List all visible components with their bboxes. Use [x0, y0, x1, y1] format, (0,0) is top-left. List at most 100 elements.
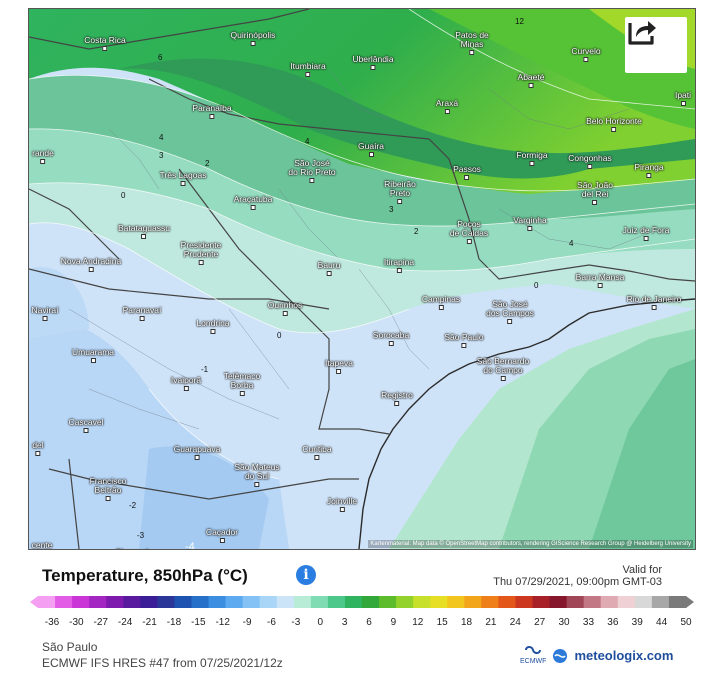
city-label: Belo Horizonte	[586, 117, 642, 132]
city-label: Guarapuava	[174, 445, 221, 460]
city-label: Passos	[453, 165, 481, 180]
scale-tick-label: 18	[460, 617, 473, 628]
scale-swatch	[566, 596, 585, 608]
isotherm-label: -2	[129, 501, 137, 510]
city-label: Londrina	[196, 319, 229, 334]
scale-swatch	[379, 596, 397, 608]
scale-tick-label: 21	[485, 617, 497, 628]
city-label: São Mateus do Sul	[234, 463, 279, 487]
city-label: Patos de Minas	[455, 31, 489, 55]
info-icon[interactable]: i	[296, 565, 316, 585]
scale-tick-label: -3	[291, 617, 301, 628]
city-label: Paranaíba	[192, 104, 231, 119]
branding[interactable]: ECMWF meteologix.com	[520, 645, 673, 666]
city-label: Campinas	[422, 295, 460, 310]
isotherm-label: 0	[534, 281, 539, 290]
scale-tick-label: 0	[317, 617, 323, 628]
scale-swatch	[413, 596, 431, 608]
city-label: Chapecó	[115, 548, 149, 550]
scale-swatch	[310, 596, 329, 608]
scale-tick-label: -24	[117, 617, 133, 628]
scale-swatch	[515, 596, 534, 608]
city-label: Cascavel	[69, 418, 104, 433]
share-icon	[628, 21, 656, 45]
city-label: Presidente Prudente	[181, 241, 222, 265]
scale-tick-label: -30	[69, 617, 84, 628]
legend-title: Temperature, 850hPa (°C)	[42, 566, 248, 585]
meteologix-globe-icon	[553, 648, 568, 663]
isotherm-label: -3	[137, 531, 145, 540]
isotherm-label: 3	[389, 205, 394, 214]
city-label: Paranavaí	[123, 306, 162, 321]
scale-ticks: -36 -30 -27 -24 -21 -18 -15 -12 -9 -6 -3 0 3 6 9 12 15 18…	[30, 617, 700, 629]
scale-tick-label: 12	[412, 617, 424, 628]
scale-swatch	[89, 596, 107, 608]
city-label: Uberlândia	[352, 55, 393, 70]
city-label: Itapeva	[325, 359, 353, 374]
scale-swatch	[464, 596, 482, 608]
scale-swatch	[532, 596, 551, 608]
scale-swatch	[174, 596, 192, 608]
color-scale	[30, 596, 694, 608]
map-credit[interactable]: Kartenmaterial: Map data © OpenStreetMap…	[368, 540, 693, 548]
ecmwf-logo-icon: ECMWF	[520, 645, 546, 666]
city-label: Ipati	[675, 91, 691, 106]
city-label: Poços de Caldas	[450, 220, 488, 244]
valid-time: Valid for Thu 07/29/2021, 09:00pm GMT-03	[493, 564, 662, 588]
scale-swatch	[362, 596, 380, 608]
scale-tick-label: -12	[215, 617, 230, 628]
isotherm-label: 4	[159, 133, 164, 142]
city-label: Itumbiara	[290, 62, 325, 77]
city-label: Bauru	[318, 261, 341, 276]
city-label: Ourinhos	[268, 301, 303, 316]
share-button[interactable]	[625, 17, 687, 73]
city-label: Araçatuba	[234, 195, 273, 210]
city-label: Curvelo	[571, 47, 600, 62]
scale-swatch	[600, 596, 619, 608]
scale-tick-label: -15	[191, 617, 206, 628]
city-label: Congonhas	[568, 154, 611, 169]
scale-swatch	[447, 596, 465, 608]
scale-tick-label: -18	[166, 617, 182, 628]
city-label: Caçador	[206, 528, 238, 543]
city-label: Formiga	[516, 151, 547, 166]
scale-swatch	[242, 596, 261, 608]
scale-swatch	[225, 596, 244, 608]
city-label: Costa Rica	[84, 36, 126, 51]
city-label: Umuarama	[72, 348, 114, 363]
scale-swatch	[106, 596, 124, 608]
scale-swatch	[55, 596, 73, 608]
city-label: Juiz de Fora	[623, 226, 670, 241]
isotherm-label: 4	[569, 239, 574, 248]
isotherm-label: -4	[185, 541, 195, 550]
scale-tick-label: 24	[509, 617, 521, 628]
city-label: Barra Mansa	[576, 273, 625, 288]
scale-swatch	[140, 596, 158, 608]
isotherm-label: 3	[159, 151, 164, 160]
city-label: Ivaiporã	[171, 376, 201, 391]
scale-tick-label: 3	[341, 617, 348, 628]
scale-swatch	[327, 596, 346, 608]
isotherm-label: -1	[201, 365, 209, 374]
city-label: Rio de Janeiro	[627, 295, 682, 310]
scale-swatch	[259, 596, 278, 608]
meteologix-brand[interactable]: meteologix.com	[574, 648, 674, 663]
scale-tick-label: 6	[366, 617, 372, 628]
scale-tick-label: 9	[390, 617, 397, 628]
scale-swatch	[634, 596, 653, 608]
city-label: Batataguassu	[118, 224, 170, 239]
city-label: São Paulo	[444, 333, 483, 348]
isotherm-label: 12	[515, 17, 524, 26]
city-label: Sorocaba	[373, 331, 409, 346]
scale-swatch	[157, 596, 175, 608]
isotherm-label: 6	[158, 53, 163, 62]
city-label: Araxá	[436, 99, 458, 114]
scale-swatch	[498, 596, 516, 608]
scale-swatch	[617, 596, 636, 608]
scale-tick-label: -36	[44, 617, 60, 628]
city-label: Naviraí	[32, 306, 59, 321]
temperature-map[interactable]: Costa Rica Quirinópolis Patos de Minas Curv…	[28, 8, 696, 550]
model-run-label: ECMWF IFS HRES #47 from 07/25/2021/12z	[42, 656, 283, 670]
city-label: Curitiba	[302, 445, 331, 460]
city-label: São José dos Campos	[486, 300, 534, 324]
